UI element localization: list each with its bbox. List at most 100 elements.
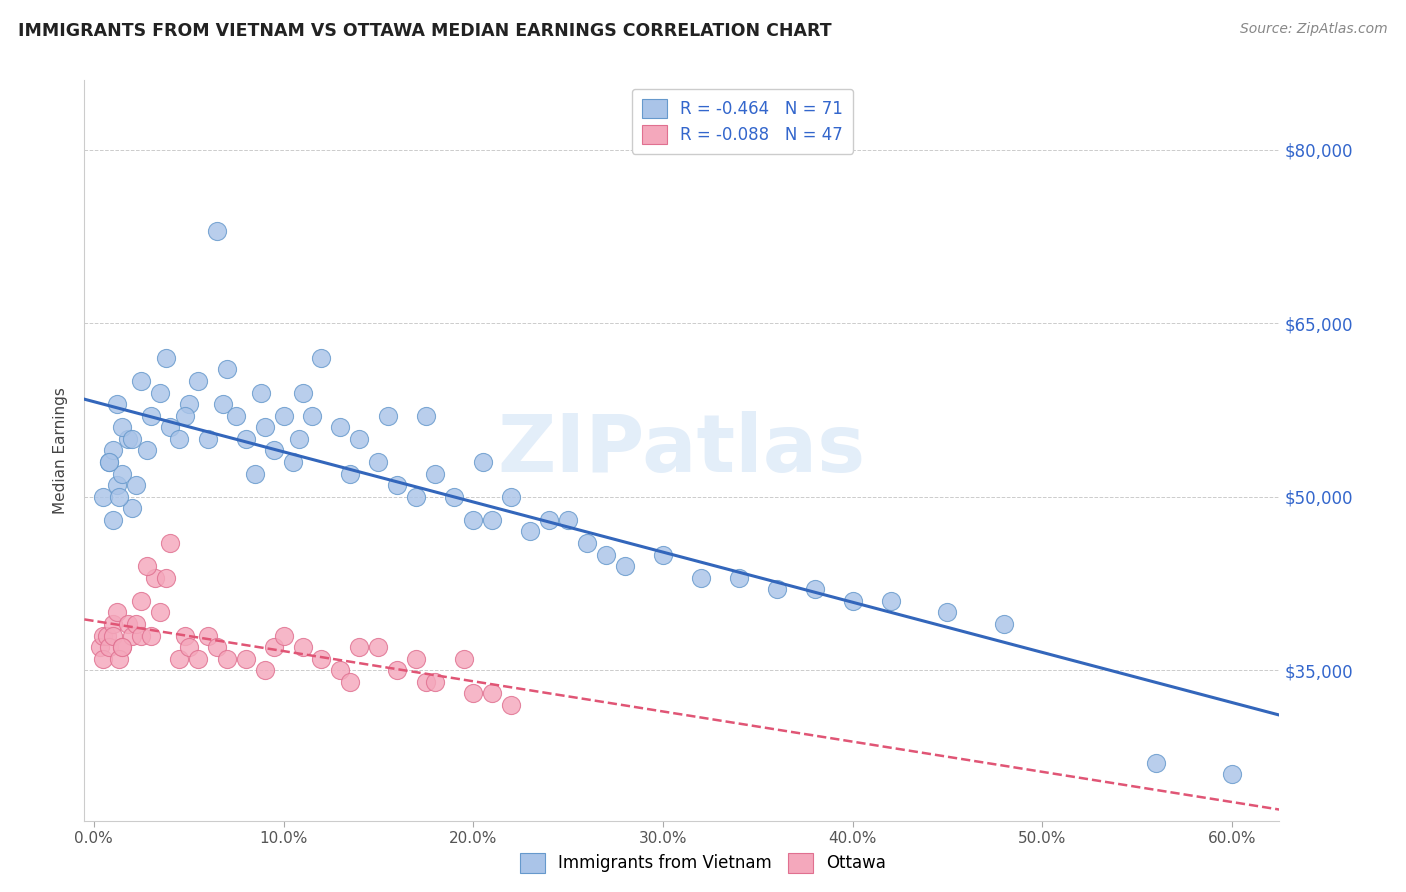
Text: IMMIGRANTS FROM VIETNAM VS OTTAWA MEDIAN EARNINGS CORRELATION CHART: IMMIGRANTS FROM VIETNAM VS OTTAWA MEDIAN… xyxy=(18,22,832,40)
Point xyxy=(471,455,494,469)
Point xyxy=(101,443,124,458)
Point xyxy=(197,432,219,446)
Point xyxy=(803,582,825,597)
Point xyxy=(197,628,219,642)
Point xyxy=(96,628,118,642)
Point xyxy=(143,571,166,585)
Point xyxy=(557,513,579,527)
Point xyxy=(111,467,134,481)
Point xyxy=(159,536,181,550)
Point xyxy=(405,490,427,504)
Point xyxy=(301,409,323,423)
Point xyxy=(187,374,209,388)
Point xyxy=(273,628,295,642)
Point xyxy=(111,640,134,654)
Point xyxy=(727,571,749,585)
Point xyxy=(387,478,409,492)
Point xyxy=(501,490,523,504)
Point xyxy=(614,559,637,574)
Point xyxy=(121,628,143,642)
Point xyxy=(235,432,257,446)
Point xyxy=(249,385,271,400)
Point xyxy=(98,455,121,469)
Point xyxy=(91,651,114,665)
Point xyxy=(177,640,200,654)
Point xyxy=(117,617,139,632)
Point xyxy=(841,594,863,608)
Point xyxy=(339,467,361,481)
Point xyxy=(174,409,197,423)
Point xyxy=(405,651,427,665)
Point xyxy=(273,409,295,423)
Point xyxy=(107,490,129,504)
Point xyxy=(463,513,485,527)
Point xyxy=(174,628,197,642)
Point xyxy=(519,524,541,539)
Point xyxy=(415,409,437,423)
Point xyxy=(91,628,114,642)
Point xyxy=(136,559,159,574)
Point xyxy=(159,420,181,434)
Point xyxy=(215,651,238,665)
Point xyxy=(349,640,371,654)
Point xyxy=(425,674,447,689)
Point xyxy=(538,513,561,527)
Legend: Immigrants from Vietnam, Ottawa: Immigrants from Vietnam, Ottawa xyxy=(513,847,893,880)
Point xyxy=(101,628,124,642)
Point xyxy=(993,617,1015,632)
Point xyxy=(149,385,172,400)
Point xyxy=(98,455,121,469)
Point xyxy=(501,698,523,712)
Point xyxy=(136,443,159,458)
Point xyxy=(121,432,143,446)
Point xyxy=(98,640,121,654)
Point xyxy=(367,455,389,469)
Point xyxy=(339,674,361,689)
Point xyxy=(689,571,711,585)
Point xyxy=(377,409,399,423)
Point xyxy=(253,663,276,677)
Point xyxy=(105,397,128,411)
Point xyxy=(105,478,128,492)
Point xyxy=(453,651,475,665)
Point xyxy=(311,351,333,365)
Point xyxy=(481,686,503,700)
Point xyxy=(101,513,124,527)
Point xyxy=(139,409,162,423)
Point xyxy=(111,420,134,434)
Point xyxy=(111,640,134,654)
Point xyxy=(349,432,371,446)
Point xyxy=(149,606,172,620)
Point xyxy=(167,432,190,446)
Point xyxy=(101,617,124,632)
Point xyxy=(1144,756,1167,770)
Point xyxy=(443,490,465,504)
Point xyxy=(311,651,333,665)
Legend: R = -0.464   N = 71, R = -0.088   N = 47: R = -0.464 N = 71, R = -0.088 N = 47 xyxy=(631,88,853,153)
Point xyxy=(291,385,314,400)
Point xyxy=(253,420,276,434)
Y-axis label: Median Earnings: Median Earnings xyxy=(53,387,69,514)
Point xyxy=(155,351,177,365)
Point xyxy=(936,606,959,620)
Point xyxy=(291,640,314,654)
Point xyxy=(124,478,146,492)
Point xyxy=(595,548,617,562)
Point xyxy=(367,640,389,654)
Point xyxy=(205,224,228,238)
Point xyxy=(105,606,128,620)
Point xyxy=(415,674,437,689)
Point xyxy=(129,594,152,608)
Point xyxy=(329,420,352,434)
Text: Source: ZipAtlas.com: Source: ZipAtlas.com xyxy=(1240,22,1388,37)
Point xyxy=(765,582,787,597)
Point xyxy=(117,432,139,446)
Point xyxy=(187,651,209,665)
Point xyxy=(425,467,447,481)
Point xyxy=(235,651,257,665)
Point xyxy=(576,536,599,550)
Point xyxy=(263,640,285,654)
Point xyxy=(215,362,238,376)
Point xyxy=(225,409,247,423)
Point xyxy=(129,628,152,642)
